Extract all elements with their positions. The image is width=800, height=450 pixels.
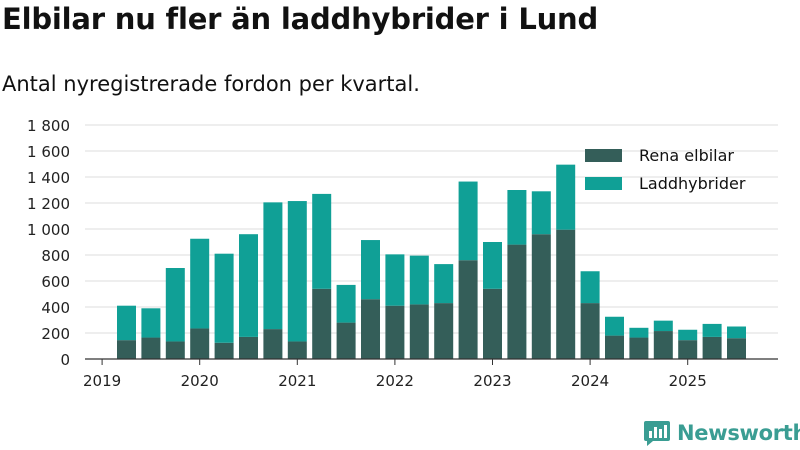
bar-laddhybrider <box>434 264 454 304</box>
bar-rena-elbilar <box>727 338 746 359</box>
legend-swatch-rena-elbilar <box>585 148 622 162</box>
bar-laddhybrider <box>483 242 502 289</box>
bar-laddhybrider <box>263 202 283 330</box>
bar-laddhybrider <box>409 255 429 305</box>
bar-rena-elbilar <box>629 337 649 359</box>
bar-laddhybrider <box>556 164 576 230</box>
y-tick-label: 1 200 <box>27 195 70 213</box>
legend-item-rena-elbilar: Rena elbilar <box>585 141 745 169</box>
legend-item-laddhybrider: Laddhybrider <box>585 169 745 197</box>
bar-rena-elbilar <box>507 244 527 359</box>
x-tick-label: 2022 <box>376 372 414 390</box>
bar-rena-elbilar <box>361 299 380 359</box>
legend-label-rena-elbilar: Rena elbilar <box>639 145 734 165</box>
bar-rena-elbilar <box>214 342 234 359</box>
bar-rena-elbilar <box>409 304 429 359</box>
chart-title: Elbilar nu fler än laddhybrider i Lund <box>2 2 599 36</box>
bar-laddhybrider <box>239 234 258 337</box>
bar-laddhybrider <box>141 308 161 338</box>
bar-rena-elbilar <box>190 328 210 359</box>
bar-rena-elbilar <box>458 260 478 359</box>
legend-swatch-laddhybrider <box>585 176 622 190</box>
y-tick-label: 0 <box>60 351 70 369</box>
bar-laddhybrider <box>702 323 722 337</box>
x-tick-label: 2019 <box>83 372 121 390</box>
bar-laddhybrider <box>727 326 746 339</box>
bar-laddhybrider <box>653 320 673 332</box>
bar-rena-elbilar <box>141 337 161 359</box>
bar-rena-elbilar <box>580 303 600 359</box>
bar-laddhybrider <box>580 271 600 304</box>
bar-laddhybrider <box>117 305 136 341</box>
bar-rena-elbilar <box>165 341 185 359</box>
bar-rena-elbilar <box>483 288 502 359</box>
x-tick-label: 2024 <box>571 372 609 390</box>
bar-rena-elbilar <box>312 288 332 359</box>
bar-rena-elbilar <box>434 303 454 359</box>
bar-rena-elbilar <box>605 335 624 359</box>
bar-rena-elbilar <box>678 340 698 359</box>
bar-rena-elbilar <box>336 322 356 359</box>
bar-laddhybrider <box>312 193 332 289</box>
brand-name: Newsworthy <box>677 421 800 445</box>
y-tick-label: 800 <box>41 247 70 265</box>
bar-rena-elbilar <box>556 229 576 359</box>
y-tick-label: 400 <box>41 299 70 317</box>
bar-laddhybrider <box>678 329 698 341</box>
legend: Rena elbilar Laddhybrider <box>585 141 745 197</box>
y-tick-label: 600 <box>41 273 70 291</box>
newsworthy-logo: Newsworthy <box>643 419 800 447</box>
legend-label-laddhybrider: Laddhybrider <box>639 173 746 193</box>
bar-laddhybrider <box>190 238 210 329</box>
bar-laddhybrider <box>287 201 307 342</box>
bar-laddhybrider <box>336 284 356 323</box>
bar-laddhybrider <box>629 327 649 338</box>
bar-rena-elbilar <box>531 234 551 359</box>
bar-rena-elbilar <box>653 331 673 359</box>
x-tick-label: 2023 <box>473 372 511 390</box>
bar-laddhybrider <box>458 181 478 261</box>
bar-laddhybrider <box>507 190 527 245</box>
bar-laddhybrider <box>531 191 551 235</box>
x-tick-label: 2020 <box>181 372 219 390</box>
bar-laddhybrider <box>361 240 380 300</box>
bar-chart-logo-icon <box>644 421 670 446</box>
bar-rena-elbilar <box>263 329 283 359</box>
bar-rena-elbilar <box>239 336 258 359</box>
bar-rena-elbilar <box>117 340 136 359</box>
bar-rena-elbilar <box>287 341 307 359</box>
x-tick-label: 2021 <box>278 372 316 390</box>
bar-laddhybrider <box>214 253 234 343</box>
y-tick-label: 1 800 <box>27 117 70 135</box>
bar-rena-elbilar <box>385 305 405 359</box>
x-tick-label: 2025 <box>669 372 707 390</box>
bar-laddhybrider <box>385 254 405 306</box>
bar-laddhybrider <box>165 268 185 342</box>
y-tick-label: 1 000 <box>27 221 70 239</box>
y-tick-label: 1 400 <box>27 169 70 187</box>
bar-laddhybrider <box>605 316 624 336</box>
y-tick-label: 1 600 <box>27 143 70 161</box>
y-tick-label: 200 <box>41 325 70 343</box>
bar-rena-elbilar <box>702 336 722 359</box>
chart-subtitle: Antal nyregistrerade fordon per kvartal. <box>2 72 420 96</box>
